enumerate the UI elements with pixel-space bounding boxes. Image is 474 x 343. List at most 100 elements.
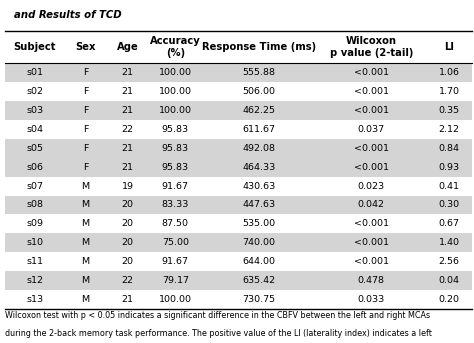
Bar [5,233,472,252]
Bar [5,158,472,177]
Text: 22: 22 [121,276,134,285]
Text: 91.67: 91.67 [162,181,189,191]
Text: Subject: Subject [13,42,56,52]
Text: s06: s06 [26,163,43,172]
Text: M: M [82,276,90,285]
Text: 644.00: 644.00 [243,257,276,266]
Text: M: M [82,219,90,228]
Text: 22: 22 [121,125,134,134]
Text: <0.001: <0.001 [354,106,389,115]
Bar [5,63,472,82]
Text: 100.00: 100.00 [159,295,192,304]
Text: 0.67: 0.67 [438,219,460,228]
Text: M: M [82,295,90,304]
Bar [5,196,472,214]
Text: 0.037: 0.037 [358,125,385,134]
Text: <0.001: <0.001 [354,87,389,96]
Text: 506.00: 506.00 [243,87,276,96]
Text: s13: s13 [26,295,43,304]
Text: 0.023: 0.023 [358,181,385,191]
Text: F: F [83,163,88,172]
Text: F: F [83,68,88,78]
Text: 20: 20 [121,238,134,247]
Text: 0.93: 0.93 [438,163,460,172]
Text: 21: 21 [121,144,134,153]
Text: 535.00: 535.00 [243,219,276,228]
Text: s08: s08 [26,200,43,210]
Text: 95.83: 95.83 [162,125,189,134]
Text: s09: s09 [26,219,43,228]
Text: 79.17: 79.17 [162,276,189,285]
Text: s07: s07 [26,181,43,191]
Text: 0.20: 0.20 [438,295,460,304]
Text: 87.50: 87.50 [162,219,189,228]
Text: F: F [83,106,88,115]
Text: F: F [83,144,88,153]
Text: Response Time (ms): Response Time (ms) [202,42,316,52]
Text: s05: s05 [26,144,43,153]
Text: 21: 21 [121,106,134,115]
Text: 20: 20 [121,200,134,210]
Text: 0.042: 0.042 [358,200,385,210]
Text: 100.00: 100.00 [159,68,192,78]
Bar [5,139,472,158]
Text: <0.001: <0.001 [354,144,389,153]
Text: 83.33: 83.33 [162,200,189,210]
Text: 635.42: 635.42 [243,276,276,285]
Text: <0.001: <0.001 [354,163,389,172]
Text: 0.478: 0.478 [358,276,385,285]
Text: <0.001: <0.001 [354,238,389,247]
Text: 91.67: 91.67 [162,257,189,266]
Text: Age: Age [117,42,138,52]
Bar [5,271,472,290]
Text: 100.00: 100.00 [159,87,192,96]
Bar [5,101,472,120]
Text: 0.30: 0.30 [438,200,460,210]
Text: Wilcoxon test with p < 0.05 indicates a significant difference in the CBFV betwe: Wilcoxon test with p < 0.05 indicates a … [5,311,430,320]
Text: 0.41: 0.41 [438,181,460,191]
Text: <0.001: <0.001 [354,257,389,266]
Text: 740.00: 740.00 [243,238,276,247]
Text: LI: LI [444,42,454,52]
Text: 95.83: 95.83 [162,163,189,172]
Text: s12: s12 [26,276,43,285]
Text: 430.63: 430.63 [243,181,276,191]
Text: M: M [82,257,90,266]
Text: during the 2-back memory task performance. The positive value of the LI (lateral: during the 2-back memory task performanc… [5,329,432,338]
Text: 95.83: 95.83 [162,144,189,153]
Text: 492.08: 492.08 [243,144,276,153]
Text: 20: 20 [121,257,134,266]
Text: 21: 21 [121,68,134,78]
Text: 21: 21 [121,295,134,304]
Text: 464.33: 464.33 [243,163,276,172]
Text: s11: s11 [26,257,43,266]
Text: s03: s03 [26,106,43,115]
Text: 100.00: 100.00 [159,106,192,115]
Text: Accuracy
(%): Accuracy (%) [150,36,201,58]
Text: F: F [83,125,88,134]
Text: Wilcoxon
p value (2-tail): Wilcoxon p value (2-tail) [330,36,413,58]
Text: 1.70: 1.70 [438,87,460,96]
Text: 21: 21 [121,87,134,96]
Text: 462.25: 462.25 [243,106,276,115]
Text: s01: s01 [26,68,43,78]
Text: 0.84: 0.84 [438,144,460,153]
Text: 20: 20 [121,219,134,228]
Text: 75.00: 75.00 [162,238,189,247]
Text: s04: s04 [26,125,43,134]
Text: s10: s10 [26,238,43,247]
Text: 21: 21 [121,163,134,172]
Text: M: M [82,238,90,247]
Text: 447.63: 447.63 [243,200,276,210]
Text: 611.67: 611.67 [243,125,276,134]
Text: s02: s02 [26,87,43,96]
Text: <0.001: <0.001 [354,219,389,228]
Text: 0.35: 0.35 [438,106,460,115]
Text: 0.04: 0.04 [438,276,460,285]
Text: 1.40: 1.40 [438,238,460,247]
Text: 2.56: 2.56 [438,257,460,266]
Text: M: M [82,200,90,210]
Text: and Results of TCD: and Results of TCD [14,10,122,20]
Text: 19: 19 [121,181,134,191]
Text: M: M [82,181,90,191]
